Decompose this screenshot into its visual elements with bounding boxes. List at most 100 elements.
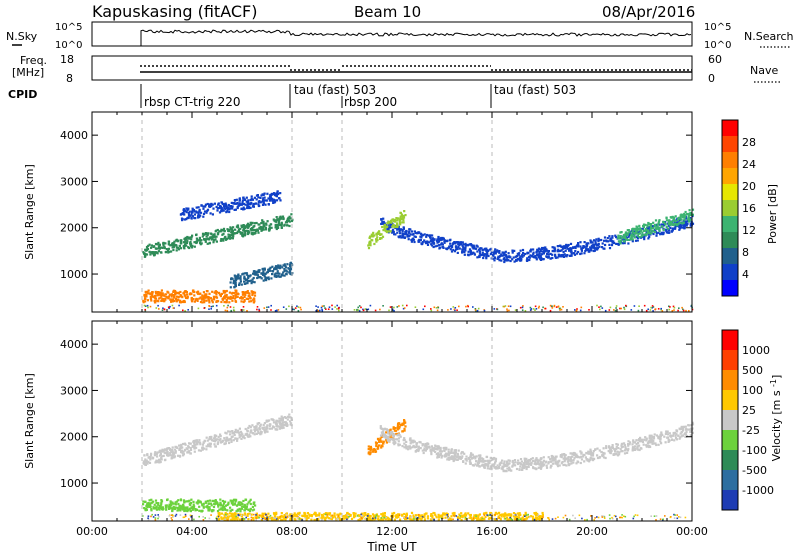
data-point-evening-arc bbox=[514, 255, 517, 258]
data-point-noon-patch bbox=[392, 218, 395, 221]
data-point-near-range-low bbox=[224, 295, 227, 298]
data-point-evening-strong bbox=[633, 232, 636, 235]
data-point-morning-green bbox=[217, 503, 220, 506]
data-point-evening-arc bbox=[610, 244, 614, 247]
data-point-evening-gs bbox=[547, 461, 550, 464]
data-point-evening-gs bbox=[403, 446, 406, 449]
data-point-near-yellow bbox=[262, 516, 265, 519]
noise-point bbox=[601, 307, 604, 309]
data-point-evening-arc bbox=[414, 231, 417, 234]
data-point-near-yellow bbox=[393, 511, 396, 515]
data-point-morning-upper bbox=[211, 203, 214, 206]
data-point-evening-gs bbox=[574, 455, 577, 458]
data-point-evening-arc bbox=[436, 241, 439, 244]
data-point-evening-gs bbox=[603, 452, 606, 455]
data-point-noon-orange bbox=[403, 429, 406, 432]
data-point-morning-gs bbox=[154, 461, 157, 464]
data-point-morning-lower bbox=[236, 226, 240, 229]
data-point-morning-gs bbox=[258, 422, 261, 425]
data-point-evening-arc bbox=[555, 256, 558, 259]
data-point-evening-arc bbox=[493, 256, 497, 259]
noise-point bbox=[643, 304, 646, 307]
data-point-near-yellow bbox=[461, 516, 464, 519]
data-point-evening-gs bbox=[502, 465, 505, 468]
data-point-noon-orange bbox=[377, 445, 380, 448]
data-point-morning-gs bbox=[281, 418, 284, 422]
data-point-morning-lower bbox=[248, 231, 251, 234]
data-point-morning-gs bbox=[260, 432, 263, 435]
data-point-mid-low-band bbox=[283, 270, 286, 273]
data-point-morning-upper bbox=[242, 196, 245, 199]
data-point-morning-green bbox=[214, 502, 217, 505]
data-point-evening-gs bbox=[620, 446, 623, 449]
data-point-evening-gs bbox=[479, 460, 482, 463]
data-point-evening-gs bbox=[493, 466, 496, 469]
data-point-evening-gs bbox=[435, 453, 438, 456]
data-point-evening-arc bbox=[511, 258, 514, 261]
data-point-morning-upper bbox=[205, 211, 208, 214]
data-point-evening-arc bbox=[496, 249, 499, 252]
data-point-near-yellow bbox=[464, 517, 467, 520]
noise-point bbox=[514, 309, 517, 311]
data-point-morning-lower bbox=[193, 241, 196, 244]
data-point-noon-patch bbox=[393, 224, 396, 227]
data-point-evening-gs bbox=[550, 457, 553, 460]
data-point-evening-arc bbox=[485, 247, 488, 250]
data-point-evening-arc bbox=[497, 255, 500, 258]
data-point-noon-patch bbox=[386, 225, 389, 228]
data-point-near-yellow bbox=[283, 517, 286, 520]
data-point-evening-arc bbox=[545, 248, 548, 251]
noise-point bbox=[356, 308, 358, 311]
data-point-near-range-low bbox=[231, 299, 234, 302]
data-point-morning-lower bbox=[272, 218, 275, 221]
data-point-near-yellow bbox=[293, 518, 296, 521]
data-point-morning-green bbox=[173, 507, 176, 511]
data-point-evening-arc bbox=[392, 230, 395, 233]
data-point-evening-arc bbox=[588, 249, 592, 252]
data-point-near-range-low bbox=[144, 300, 147, 303]
data-point-evening-arc bbox=[597, 240, 600, 243]
data-point-evening-arc bbox=[521, 248, 525, 252]
data-point-near-range-low bbox=[213, 298, 216, 301]
noise-point bbox=[157, 304, 159, 307]
data-point-near-range-low bbox=[154, 294, 157, 298]
data-point-near-yellow bbox=[393, 518, 396, 521]
data-point-morning-lower bbox=[249, 221, 252, 224]
noise-point bbox=[555, 306, 558, 308]
noise-point bbox=[285, 308, 288, 310]
data-point-evening-arc bbox=[520, 257, 523, 260]
data-point-morning-gs bbox=[154, 451, 157, 454]
data-point-near-range-low bbox=[251, 293, 254, 297]
data-point-noon-orange bbox=[379, 437, 382, 440]
data-point-near-range-low bbox=[164, 297, 167, 300]
data-point-morning-upper bbox=[181, 219, 184, 222]
data-point-evening-gs bbox=[424, 444, 427, 448]
noise-point bbox=[660, 308, 662, 311]
data-point-evening-gs bbox=[508, 459, 511, 462]
data-point-near-yellow bbox=[475, 516, 478, 519]
data-point-near-yellow bbox=[285, 512, 288, 515]
noise-point bbox=[493, 308, 496, 310]
data-point-evening-arc bbox=[583, 252, 586, 255]
data-point-evening-arc bbox=[595, 238, 598, 241]
noise-point bbox=[530, 308, 533, 310]
data-point-morning-lower bbox=[208, 242, 211, 245]
data-point-morning-gs bbox=[247, 426, 250, 429]
data-point-morning-lower bbox=[255, 221, 258, 225]
data-point-mid-low-band bbox=[234, 279, 238, 282]
data-point-morning-lower bbox=[184, 236, 187, 239]
data-point-evening-gs bbox=[394, 438, 397, 441]
data-point-noon-orange bbox=[369, 445, 372, 448]
data-point-evening-arc bbox=[467, 250, 470, 253]
data-point-morning-lower bbox=[242, 227, 245, 230]
data-point-evening-arc bbox=[492, 252, 495, 255]
data-point-evening-arc bbox=[382, 222, 385, 225]
data-point-near-range-low bbox=[173, 299, 176, 303]
data-point-evening-arc bbox=[562, 255, 566, 258]
data-point-near-yellow bbox=[259, 514, 262, 517]
data-point-near-yellow bbox=[336, 513, 339, 516]
data-point-near-yellow bbox=[314, 513, 318, 516]
noise-point bbox=[388, 309, 390, 312]
data-point-morning-lower bbox=[255, 228, 258, 232]
nsky-panel-frame bbox=[91, 21, 693, 47]
